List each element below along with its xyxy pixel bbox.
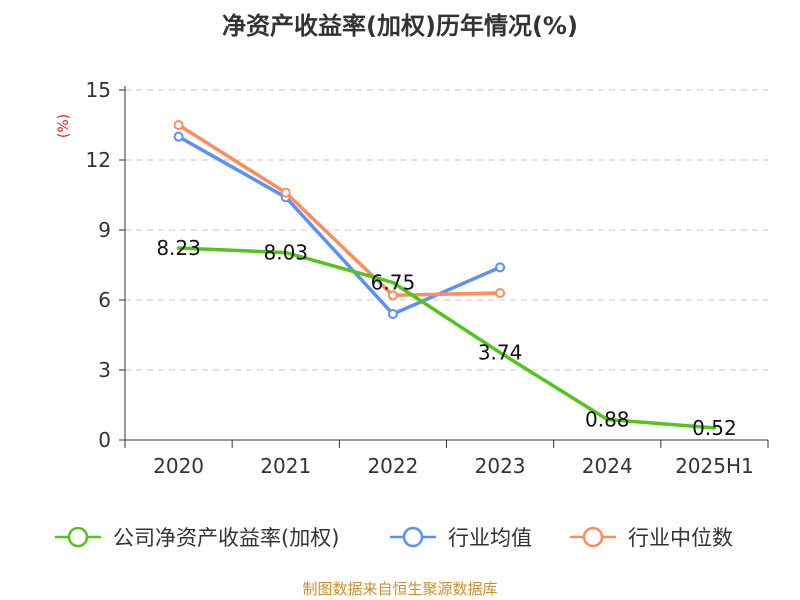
series-lines	[173, 120, 717, 430]
data-labels: 8.23 8.03 6.75 3.74 0.88 0.52	[156, 236, 736, 440]
source-note: 制图数据来自恒生聚源数据库	[302, 580, 497, 598]
y-axis-label: (%)	[56, 114, 72, 138]
data-point	[173, 131, 184, 142]
data-label: 0.52	[692, 416, 737, 440]
gridlines	[125, 89, 768, 371]
y-tick-label: 3	[98, 358, 111, 382]
legend-label: 行业均值	[448, 526, 532, 550]
legend-marker	[67, 526, 89, 548]
data-label: 0.88	[585, 407, 630, 431]
x-tick-label: 2020	[153, 454, 204, 478]
y-tick-label: 6	[98, 288, 111, 312]
data-point	[495, 288, 506, 298]
legend-marker	[582, 526, 604, 548]
data-point	[387, 309, 398, 319]
data-label: 3.74	[478, 341, 523, 365]
series-line	[176, 123, 502, 298]
data-point	[387, 290, 398, 301]
x-tick-label: 2024	[582, 454, 633, 478]
x-tick-label: 2025H1	[675, 454, 754, 478]
legend-marker	[402, 526, 424, 548]
x-tick-label: 2022	[367, 454, 418, 478]
y-tick-label: 9	[98, 218, 111, 242]
y-tick-label: 12	[86, 148, 111, 172]
y-tick-label: 0	[98, 428, 111, 452]
series-line	[176, 134, 502, 316]
data-label: 8.23	[156, 236, 201, 260]
series-line	[176, 246, 717, 430]
legend-label: 行业中位数	[628, 526, 733, 550]
y-tick-label: 15	[86, 78, 111, 102]
data-label: 8.03	[263, 241, 308, 265]
data-point	[280, 187, 291, 198]
data-label: 6.75	[371, 271, 416, 295]
chart-title: 净资产收益率(加权)历年情况(%)	[222, 12, 578, 40]
axes: 0 3 6 9 12 15 2020 2021 2022 2023 2024 2025H1	[86, 78, 769, 478]
legend-label: 公司净资产收益率(加权)	[113, 526, 339, 550]
x-tick-label: 2021	[260, 454, 311, 478]
data-point	[173, 120, 184, 130]
x-tick-label: 2023	[475, 454, 526, 478]
data-point	[495, 262, 506, 273]
legend: 公司净资产收益率(加权) 行业均值 行业中位数	[55, 526, 733, 550]
